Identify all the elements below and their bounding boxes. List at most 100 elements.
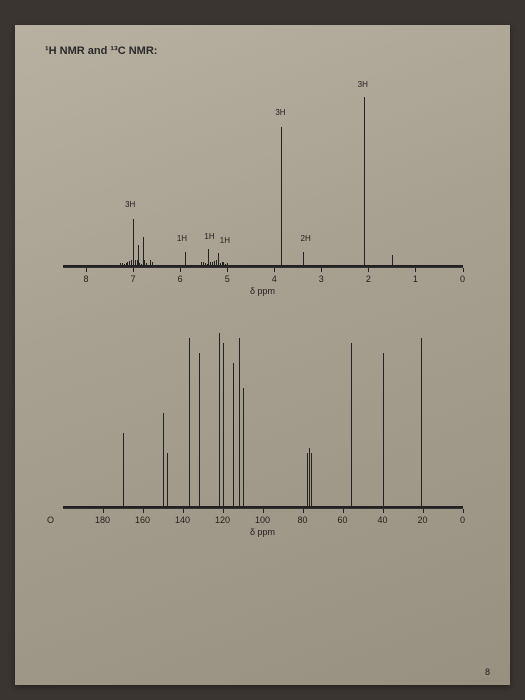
axis-tick: [463, 509, 464, 513]
axis-tick-label: 0: [460, 515, 465, 525]
noise: [126, 263, 127, 267]
peak: [123, 433, 124, 508]
axis-tick: [223, 509, 224, 513]
axis-tick-label: 3: [319, 274, 324, 284]
cnmr-axis-label: δ ppm: [250, 527, 275, 537]
noise: [133, 260, 134, 267]
axis-tick-label: 160: [135, 515, 150, 525]
noise: [129, 261, 130, 267]
noise: [205, 263, 206, 267]
noise: [212, 262, 213, 267]
noise: [201, 262, 202, 267]
axis-tick: [180, 268, 181, 272]
peak-label: 1H: [220, 236, 230, 245]
axis-extra-left: O: [47, 515, 54, 525]
noise: [216, 260, 217, 267]
axis-tick-label: 100: [255, 515, 270, 525]
peak: [243, 388, 244, 508]
axis-tick: [263, 509, 264, 513]
cnmr-chart: δ ppm 020406080100120140160180O: [63, 318, 463, 539]
noise: [146, 263, 147, 267]
axis-tick: [415, 268, 416, 272]
axis-tick: [343, 509, 344, 513]
noise: [208, 259, 209, 267]
peak: [219, 333, 220, 508]
noise: [203, 262, 204, 267]
noise: [220, 263, 221, 267]
axis-tick-label: 0: [460, 274, 465, 284]
peak: [364, 97, 365, 267]
axis-tick: [423, 509, 424, 513]
noise: [120, 263, 121, 267]
peak: [199, 353, 200, 508]
peak-label: 3H: [125, 200, 135, 209]
noise: [148, 265, 149, 267]
peak-label: 1H: [177, 234, 187, 243]
hnmr-plot: 3H1H1H1H3H2H3H: [63, 87, 463, 268]
peak: [351, 343, 352, 508]
axis-tick-label: 7: [131, 274, 136, 284]
noise: [210, 262, 211, 267]
hnmr-axis-label: δ ppm: [250, 286, 275, 296]
noise: [214, 261, 215, 267]
axis-tick: [368, 268, 369, 272]
peak: [281, 127, 282, 267]
axis-tick-label: 5: [225, 274, 230, 284]
peak: [421, 338, 422, 508]
axis-tick-label: 8: [84, 274, 89, 284]
noise: [222, 262, 223, 267]
axis-tick-label: 40: [377, 515, 387, 525]
peak: [223, 343, 224, 508]
axis-tick: [303, 509, 304, 513]
cnmr-plot: [63, 318, 463, 509]
peak: [163, 413, 164, 508]
axis-tick: [383, 509, 384, 513]
cnmr-axis: δ ppm 020406080100120140160180O: [63, 509, 463, 539]
noise: [225, 264, 226, 267]
noise: [144, 260, 145, 267]
axis-tick: [227, 268, 228, 272]
hnmr-axis: δ ppm 0 1 2 3 4 5 6 7 8: [63, 268, 463, 298]
peak-label: 2H: [301, 234, 311, 243]
noise: [218, 262, 219, 267]
peak: [167, 453, 168, 508]
axis-tick: [321, 268, 322, 272]
axis-tick: [133, 268, 134, 272]
axis-tick: [143, 509, 144, 513]
peak: [307, 453, 308, 508]
noise: [150, 260, 151, 267]
axis-tick-label: 4: [272, 274, 277, 284]
noise: [152, 262, 153, 267]
peak: [233, 363, 234, 508]
axis-tick-label: 80: [297, 515, 307, 525]
peak-label: 3H: [358, 80, 368, 89]
axis-tick: [103, 509, 104, 513]
noise: [141, 264, 142, 267]
noise: [137, 260, 138, 267]
peak: [189, 338, 190, 508]
noise: [135, 260, 136, 267]
peak: [185, 252, 186, 267]
peak-label: 1H: [204, 232, 214, 241]
peak: [392, 255, 393, 267]
axis-tick-label: 180: [95, 515, 110, 525]
hnmr-chart: 3H1H1H1H3H2H3H δ ppm 012345678: [63, 87, 463, 298]
noise: [127, 262, 128, 267]
noise: [139, 263, 140, 267]
axis-tick-label: 1: [413, 274, 418, 284]
noise: [207, 264, 208, 267]
noise: [223, 262, 224, 267]
noise: [227, 263, 228, 267]
noise: [131, 260, 132, 267]
peak: [311, 453, 312, 508]
axis-tick: [183, 509, 184, 513]
peak: [239, 338, 240, 508]
axis-tick-label: 2: [366, 274, 371, 284]
axis-tick: [463, 268, 464, 272]
peak: [303, 252, 304, 267]
axis-tick-label: 120: [215, 515, 230, 525]
noise: [124, 264, 125, 267]
page-title: ¹H NMR and ¹³C NMR:: [45, 45, 480, 57]
axis-tick-label: 6: [178, 274, 183, 284]
noise: [122, 263, 123, 267]
